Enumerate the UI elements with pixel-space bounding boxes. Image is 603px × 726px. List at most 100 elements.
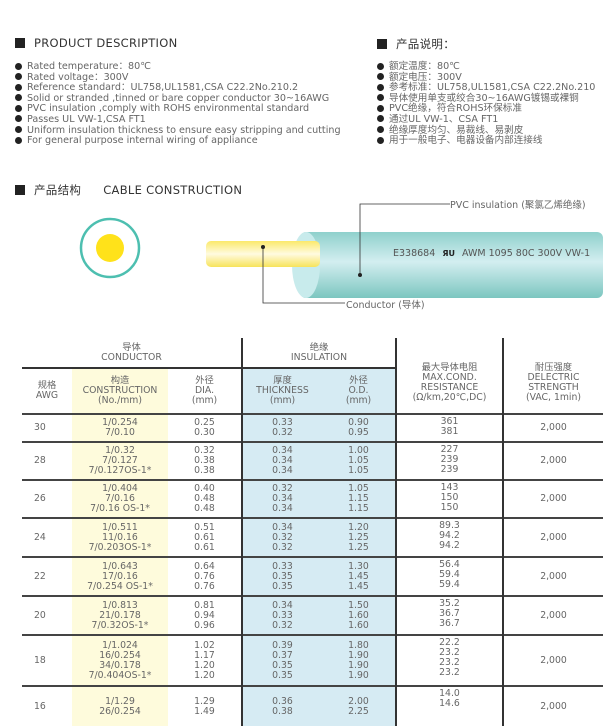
cell-od: 1.50 1.60 1.60 bbox=[322, 595, 397, 635]
resistance-value: 23.2 bbox=[439, 667, 460, 678]
resistance-value: 150 bbox=[440, 502, 459, 513]
resistance-value: 14.0 bbox=[439, 688, 460, 699]
cell-resistance: 14.0 14.6 bbox=[396, 685, 503, 726]
description-en-list: Rated temperature：80℃ Rated voltage：300V… bbox=[15, 61, 341, 147]
cell-strength: 2,000 bbox=[502, 556, 603, 596]
dia-value: 0.61 bbox=[194, 531, 215, 543]
cell-awg: 28 bbox=[22, 441, 72, 480]
resistance-value: 22.2 bbox=[439, 637, 460, 648]
od-value: 1.45 bbox=[348, 570, 369, 582]
insulation-label: PVC insulation (聚氯乙烯绝缘) bbox=[450, 200, 586, 211]
thickness-value: 0.32 bbox=[272, 427, 293, 438]
list-item: Uniform insulation thickness to ensure e… bbox=[15, 125, 341, 137]
dia-value: 0.61 bbox=[194, 541, 215, 553]
header-cn: 规格 bbox=[37, 380, 57, 391]
header-en: MAX.COND. bbox=[422, 371, 477, 383]
cell-construction: 1/0.511 11/0.16 7/0.203OS-1* bbox=[72, 517, 168, 557]
cell-dia: 0.64 0.76 0.76 bbox=[168, 556, 242, 596]
awg-value: 30 bbox=[34, 422, 46, 433]
awg-value: 18 bbox=[34, 654, 46, 666]
strength-value: 2,000 bbox=[540, 455, 567, 466]
cell-strength: 2,000 bbox=[502, 517, 603, 557]
cell-dia: 1.29 1.49 bbox=[168, 685, 242, 726]
dia-value: 1.29 bbox=[194, 695, 215, 707]
od-value: 1.50 bbox=[348, 599, 369, 611]
resistance-value: 239 bbox=[440, 464, 459, 475]
thickness-value: 0.35 bbox=[272, 570, 293, 582]
resistance-value: 59.4 bbox=[439, 579, 460, 590]
cable-diagram bbox=[79, 203, 603, 304]
strength-value: 2,000 bbox=[540, 422, 567, 433]
list-item: 额定电压：300V bbox=[377, 72, 595, 84]
dia-value: 0.76 bbox=[194, 580, 215, 592]
construction-value: 7/0.16 bbox=[105, 493, 135, 504]
resistance-header: 最大导体电阻 MAX.COND. RESISTANCE (Ω/km,20℃,DC… bbox=[396, 338, 503, 414]
dia-value: 0.38 bbox=[194, 465, 215, 476]
construction-value: 1/0.813 bbox=[102, 599, 138, 611]
cell-awg: 26 bbox=[22, 479, 72, 518]
list-item: Solid or stranded ,tinned or bare copper… bbox=[15, 93, 341, 105]
dia-value: 0.51 bbox=[194, 521, 215, 533]
cell-resistance: 361 381 bbox=[396, 413, 503, 442]
dia-value: 1.20 bbox=[194, 659, 215, 671]
heading-text: PRODUCT DESCRIPTION bbox=[34, 36, 178, 50]
awg-value: 26 bbox=[34, 493, 46, 504]
construction-value: 7/0.32OS-1* bbox=[91, 619, 149, 631]
list-item: 导体使用单支或绞合30~16AWG镀锡或裸铜 bbox=[377, 93, 595, 105]
dia-value: 1.17 bbox=[194, 649, 215, 661]
header-unit: (mm) bbox=[269, 395, 296, 406]
dia-header: 外径 DIA. (mm) bbox=[168, 368, 242, 414]
construction-value: 1/0.32 bbox=[105, 445, 135, 456]
dia-value: 0.38 bbox=[194, 455, 215, 466]
resistance-value: 59.4 bbox=[439, 569, 460, 580]
strength-value: 2,000 bbox=[540, 493, 567, 504]
cell-construction: 1/0.254 7/0.10 bbox=[72, 413, 168, 442]
od-value: 1.30 bbox=[348, 560, 369, 572]
construction-header: 构造 CONSTRUCTION (No./mm) bbox=[72, 368, 168, 414]
list-item: 参考标准：UL758,UL1581,CSA C22.2No.210 bbox=[377, 83, 595, 94]
cell-awg: 16 bbox=[22, 685, 72, 726]
od-value: 1.05 bbox=[348, 465, 369, 476]
resistance-value: 143 bbox=[440, 482, 459, 493]
od-value: 1.20 bbox=[348, 521, 369, 533]
thickness-value: 0.34 bbox=[272, 455, 293, 466]
cell-dia: 0.81 0.94 0.96 bbox=[168, 595, 242, 635]
construction-value: 1/0.511 bbox=[102, 521, 138, 533]
thickness-value: 0.33 bbox=[272, 609, 293, 621]
list-item: For general purpose internal wiring of a… bbox=[15, 136, 341, 147]
dia-value: 0.40 bbox=[194, 483, 215, 494]
od-value: 1.45 bbox=[348, 580, 369, 592]
cell-awg: 18 bbox=[22, 634, 72, 686]
cell-thickness: 0.36 0.38 bbox=[241, 685, 322, 726]
awg-value: 16 bbox=[34, 700, 46, 712]
header-en: INSULATION bbox=[290, 351, 348, 363]
header-unit: (No./mm) bbox=[98, 395, 142, 406]
header-unit: (mm) bbox=[191, 395, 218, 406]
resistance-value: 36.7 bbox=[439, 608, 460, 619]
cell-dia: 1.02 1.17 1.20 1.20 bbox=[168, 634, 242, 686]
thickness-value: 0.34 bbox=[272, 521, 293, 533]
resistance-value: 35.2 bbox=[439, 598, 460, 609]
od-header: 外径 O.D. (mm) bbox=[322, 368, 397, 414]
construction-value: 7/0.127 bbox=[102, 455, 138, 466]
strength-value: 2,000 bbox=[540, 654, 567, 666]
list-item: 绝缘厚度均匀、易裁线、易剥皮 bbox=[377, 125, 595, 137]
cell-thickness: 0.33 0.35 0.35 bbox=[241, 556, 322, 596]
header-en: DELECTRIC bbox=[527, 371, 580, 383]
list-item: 额定温度：80℃ bbox=[377, 61, 595, 73]
header-cn: 构造 bbox=[110, 375, 130, 386]
strength-header: 耐压强度 DELECTRIC STRENGTH (VAC, 1min) bbox=[502, 338, 603, 414]
od-value: 1.15 bbox=[348, 503, 369, 514]
cross-section bbox=[79, 217, 141, 279]
cell-strength: 2,000 bbox=[502, 685, 603, 726]
cell-thickness: 0.39 0.37 0.35 0.35 bbox=[241, 634, 322, 686]
conductor-label: Conductor (导体) bbox=[346, 300, 425, 311]
cell-strength: 2,000 bbox=[502, 479, 603, 518]
product-description-cn-heading: 产品说明： bbox=[377, 36, 455, 52]
resistance-value: 227 bbox=[440, 444, 459, 455]
cell-od: 2.00 2.25 bbox=[322, 685, 397, 726]
cell-dia: 0.32 0.38 0.38 bbox=[168, 441, 242, 480]
construction-value: 7/0.10 bbox=[105, 427, 135, 438]
dia-value: 0.94 bbox=[194, 609, 215, 621]
thickness-value: 0.34 bbox=[272, 503, 293, 514]
